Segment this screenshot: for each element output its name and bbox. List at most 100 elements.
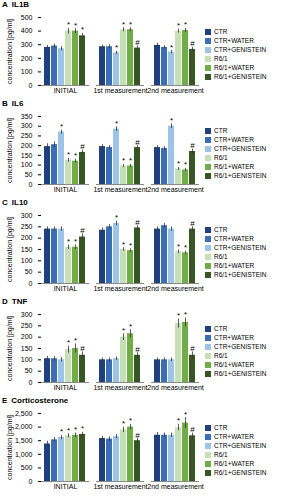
svg-text:2nd measurement: 2nd measurement — [147, 87, 203, 94]
svg-text:#: # — [135, 138, 140, 147]
svg-text:#: # — [135, 218, 140, 227]
svg-text:*: * — [129, 416, 132, 425]
svg-text:#: # — [80, 142, 85, 151]
svg-text:2nd measurement: 2nd measurement — [147, 483, 203, 490]
svg-text:1st measurement: 1st measurement — [93, 384, 147, 391]
svg-text:0: 0 — [29, 82, 33, 89]
svg-text:1st measurement: 1st measurement — [93, 285, 147, 292]
svg-text:#: # — [80, 344, 85, 353]
svg-text:100: 100 — [21, 356, 33, 363]
svg-text:*: * — [74, 237, 77, 246]
svg-text:350: 350 — [21, 113, 33, 120]
svg-text:1,000: 1,000 — [15, 451, 33, 458]
svg-text:#: # — [135, 345, 140, 354]
svg-text:*: * — [60, 122, 63, 131]
svg-text:#: # — [190, 344, 195, 353]
svg-text:50: 50 — [25, 268, 33, 275]
svg-text:#: # — [190, 141, 195, 150]
svg-text:#: # — [190, 219, 195, 228]
svg-text:2,000: 2,000 — [15, 423, 33, 430]
svg-text:*: * — [67, 237, 70, 246]
svg-text:1st measurement: 1st measurement — [93, 87, 147, 94]
svg-text:*: * — [177, 416, 180, 425]
svg-text:0: 0 — [29, 478, 33, 485]
svg-text:*: * — [170, 116, 173, 125]
svg-text:300: 300 — [21, 212, 33, 219]
svg-text:#: # — [190, 425, 195, 434]
svg-text:300: 300 — [21, 311, 33, 318]
svg-text:0: 0 — [29, 280, 33, 287]
svg-text:250: 250 — [21, 223, 33, 230]
svg-text:*: * — [184, 410, 187, 419]
svg-text:INITIAL: INITIAL — [54, 285, 78, 292]
svg-text:INITIAL: INITIAL — [54, 186, 78, 193]
svg-text:200: 200 — [21, 55, 33, 62]
svg-text:*: * — [122, 326, 125, 335]
svg-text:*: * — [115, 119, 118, 128]
svg-text:*: * — [74, 336, 77, 345]
svg-text:*: * — [129, 156, 132, 165]
svg-text:*: * — [81, 424, 84, 433]
svg-text:0: 0 — [29, 379, 33, 386]
svg-text:200: 200 — [21, 333, 33, 340]
svg-text:*: * — [184, 160, 187, 169]
svg-text:*: * — [170, 43, 173, 52]
svg-text:100: 100 — [21, 161, 33, 168]
svg-text:*: * — [67, 20, 70, 29]
svg-text:concentration [pg/ml]: concentration [pg/ml] — [6, 415, 14, 480]
svg-text:*: * — [122, 240, 125, 249]
svg-text:2,500: 2,500 — [15, 410, 33, 417]
svg-text:#: # — [135, 431, 140, 440]
svg-text:400: 400 — [21, 27, 33, 34]
svg-text:2nd measurement: 2nd measurement — [147, 384, 203, 391]
svg-text:INITIAL: INITIAL — [54, 87, 78, 94]
svg-text:*: * — [74, 151, 77, 160]
svg-text:*: * — [177, 311, 180, 320]
svg-text:*: * — [129, 20, 132, 29]
svg-text:*: * — [129, 241, 132, 250]
svg-text:*: * — [74, 21, 77, 30]
svg-text:150: 150 — [21, 246, 33, 253]
svg-text:*: * — [122, 20, 125, 29]
svg-text:#: # — [80, 226, 85, 235]
svg-text:2nd measurement: 2nd measurement — [147, 285, 203, 292]
svg-text:*: * — [60, 427, 63, 436]
svg-text:200: 200 — [21, 142, 33, 149]
svg-text:500: 500 — [21, 14, 33, 21]
svg-text:1,500: 1,500 — [15, 437, 33, 444]
svg-text:2nd measurement: 2nd measurement — [147, 186, 203, 193]
svg-text:*: * — [122, 156, 125, 165]
svg-text:*: * — [67, 150, 70, 159]
svg-text:concentration [pg/ml]: concentration [pg/ml] — [6, 118, 14, 183]
svg-text:0: 0 — [29, 181, 33, 188]
svg-text:concentration [pg/ml]: concentration [pg/ml] — [6, 316, 14, 381]
svg-text:200: 200 — [21, 234, 33, 241]
svg-text:concentration [pg/ml]: concentration [pg/ml] — [6, 217, 14, 282]
svg-text:100: 100 — [21, 257, 33, 264]
svg-text:*: * — [184, 310, 187, 319]
svg-text:*: * — [177, 242, 180, 251]
svg-text:300: 300 — [21, 122, 33, 129]
svg-text:50: 50 — [25, 171, 33, 178]
svg-text:250: 250 — [21, 132, 33, 139]
svg-text:*: * — [184, 20, 187, 29]
svg-text:*: * — [129, 322, 132, 331]
svg-text:100: 100 — [21, 68, 33, 75]
svg-text:*: * — [184, 243, 187, 252]
svg-text:*: * — [177, 21, 180, 30]
svg-text:*: * — [81, 25, 84, 34]
svg-text:*: * — [122, 419, 125, 428]
svg-text:*: * — [177, 159, 180, 168]
svg-text:500: 500 — [21, 464, 33, 471]
svg-text:*: * — [115, 213, 118, 222]
svg-text:1st measurement: 1st measurement — [93, 186, 147, 193]
svg-text:#: # — [135, 38, 140, 47]
svg-text:250: 250 — [21, 322, 33, 329]
svg-text:concentration [pg/ml]: concentration [pg/ml] — [6, 19, 14, 84]
svg-text:1st measurement: 1st measurement — [93, 483, 147, 490]
svg-text:INITIAL: INITIAL — [54, 483, 78, 490]
svg-text:*: * — [67, 426, 70, 435]
svg-text:300: 300 — [21, 41, 33, 48]
svg-text:150: 150 — [21, 345, 33, 352]
svg-text:#: # — [190, 39, 195, 48]
